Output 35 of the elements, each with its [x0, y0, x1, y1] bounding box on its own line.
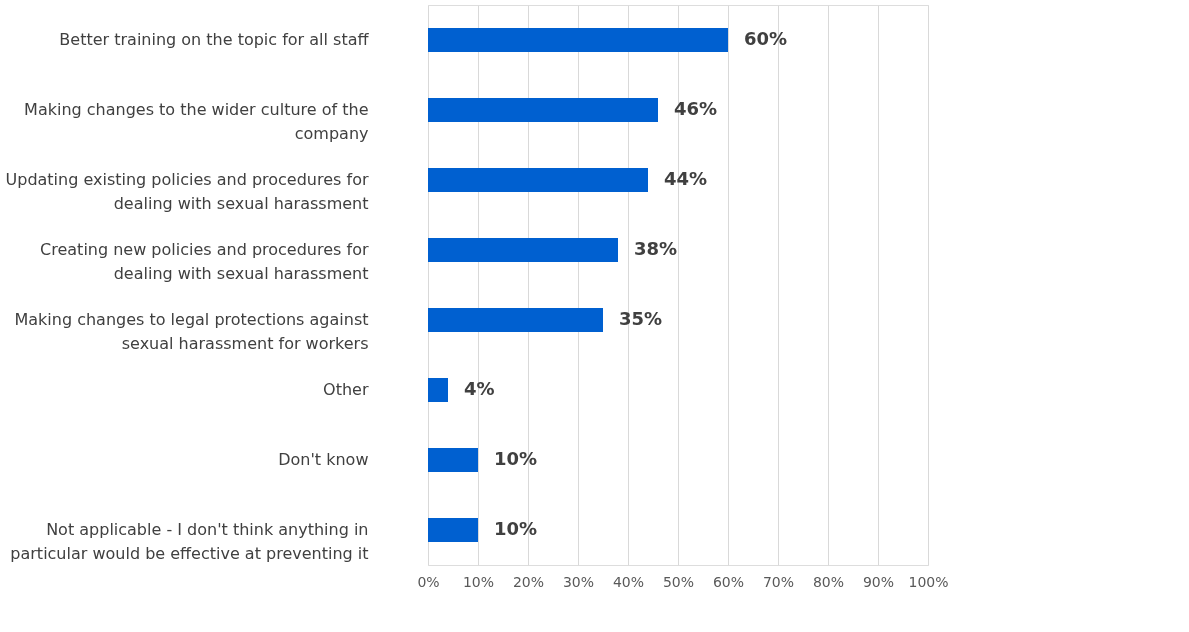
bar: [428, 378, 448, 402]
bar: [428, 238, 618, 262]
bar: [428, 168, 648, 192]
data-label: 46%: [674, 98, 718, 119]
bar: [428, 28, 728, 52]
y-tick-label: Updating existing policies and procedures for dealing with sexual harassment: [5, 170, 369, 213]
bar: [428, 98, 658, 122]
y-tick-label: Not applicable - I don't think anything in particular would be effective at preventing it: [10, 520, 369, 563]
bar: [428, 518, 478, 542]
x-tick-label: 100%: [908, 573, 949, 590]
x-tick-label: 60%: [712, 573, 745, 590]
bar: [428, 448, 478, 472]
y-tick-label: Making changes to the wider culture of the company: [24, 100, 369, 143]
y-tick-label: Other: [323, 380, 369, 399]
y-tick-label: Making changes to legal protections against sexual harassment for workers: [14, 310, 369, 353]
x-tick-label: 0%: [417, 573, 440, 590]
data-label: 60%: [744, 28, 788, 49]
x-tick-label: 70%: [762, 573, 795, 590]
x-tick-label: 10%: [462, 573, 495, 590]
x-tick-label: 80%: [812, 573, 845, 590]
data-label: 44%: [664, 168, 708, 189]
bar: [428, 308, 603, 332]
x-tick-label: 90%: [862, 573, 895, 590]
x-tick-label: 50%: [662, 573, 695, 590]
x-tick-label: 40%: [612, 573, 645, 590]
data-label: 35%: [619, 308, 663, 329]
data-label: 10%: [494, 448, 538, 469]
x-tick-label: 20%: [512, 573, 545, 590]
data-label: 4%: [464, 378, 495, 399]
y-tick-label: Don't know: [278, 450, 369, 469]
x-tick-label: 30%: [562, 573, 595, 590]
data-label: 10%: [494, 518, 538, 539]
y-tick-label: Better training on the topic for all staff: [59, 30, 370, 49]
y-tick-label: Creating new policies and procedures for dealing with sexual harassment: [40, 240, 369, 283]
data-label: 38%: [634, 238, 678, 259]
